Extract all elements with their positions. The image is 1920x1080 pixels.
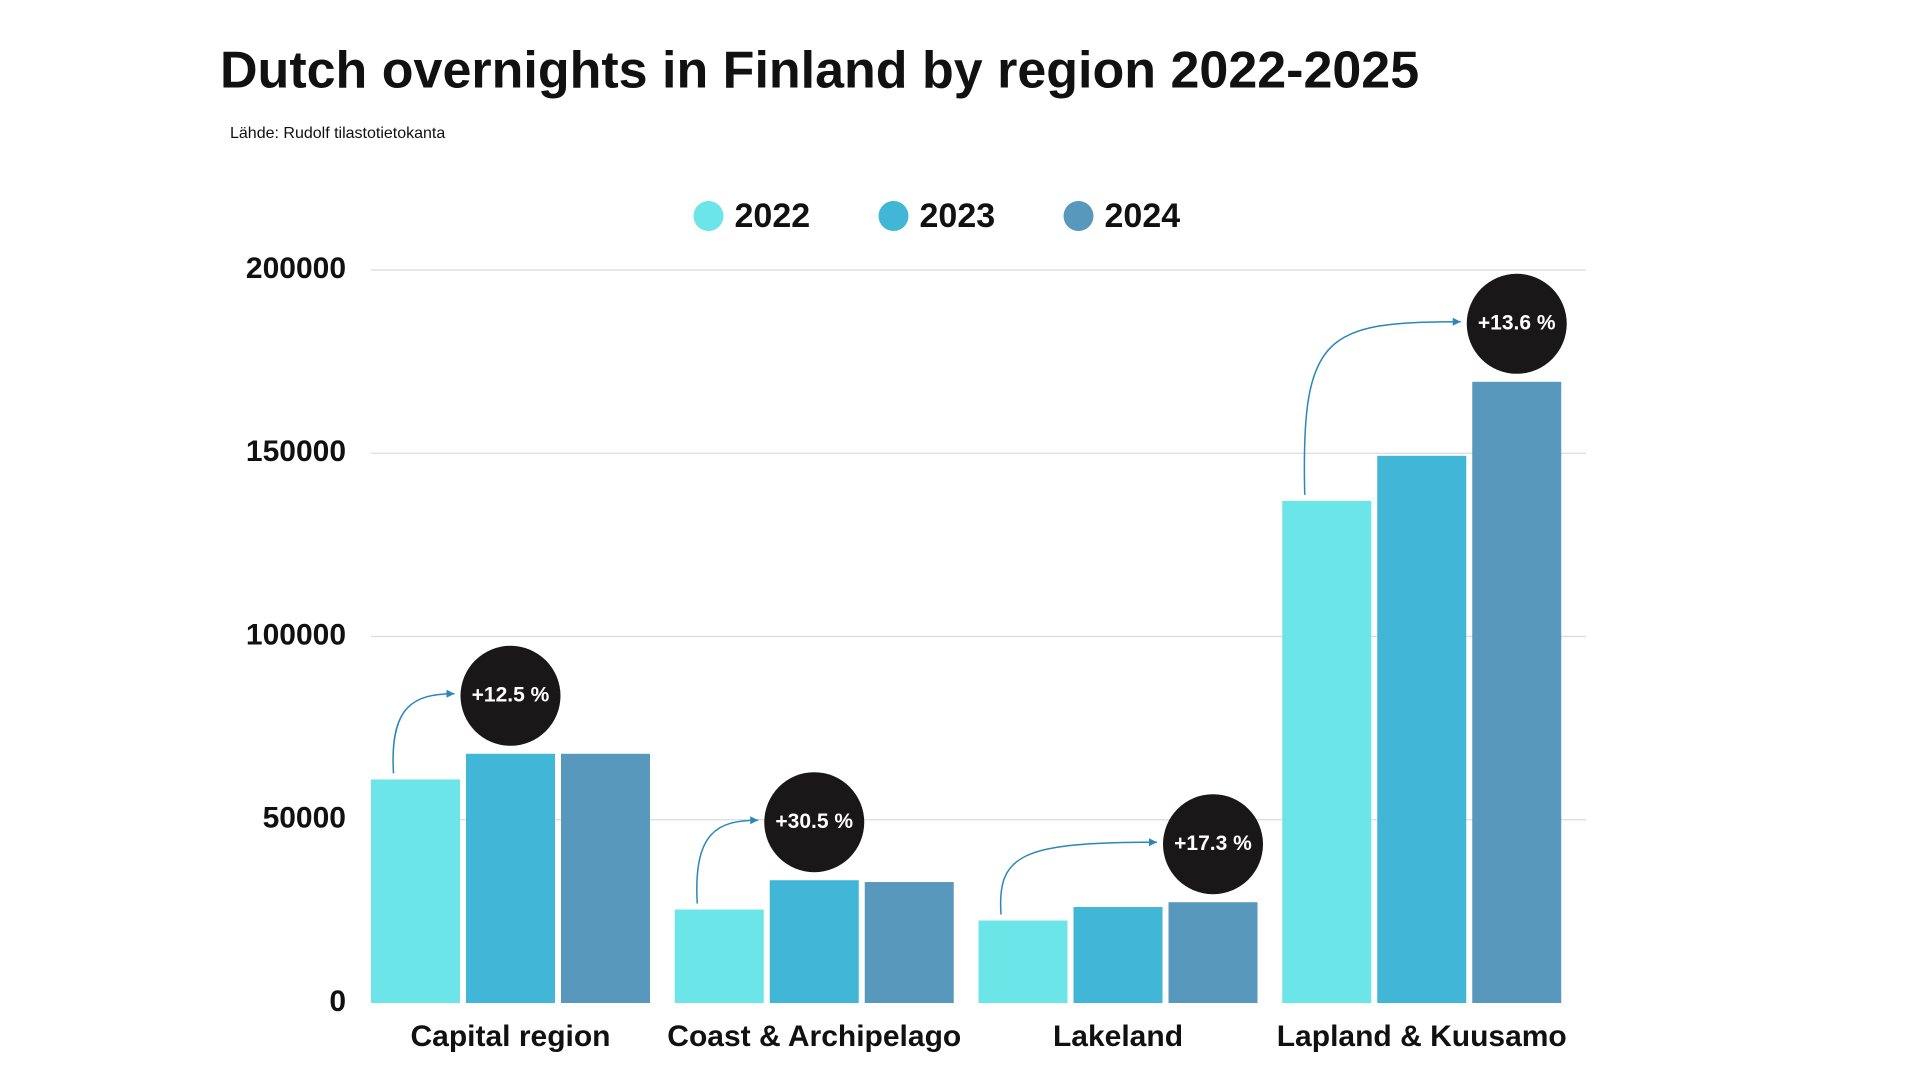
bar [561,753,650,1003]
bar [1377,455,1467,1003]
arrow [392,693,455,774]
annotation-label: +12.5 % [472,683,550,706]
chart-title: Dutch overnights in Finland by region 20… [220,42,1419,100]
annotation-badge [1466,273,1567,374]
chart-subtitle: Lähde: Rudolf tilastotietokanta [230,125,445,142]
legend-label: 2022 [735,197,811,235]
y-tick-label: 150000 [246,435,346,468]
legend-label: 2024 [1105,197,1181,235]
arrow-head [750,816,759,825]
y-tick-label: 100000 [246,618,346,651]
bar [466,753,555,1003]
annotation-badge [764,772,865,873]
arrow-head [446,689,455,698]
bar [864,882,954,1003]
x-tick-label: Capital region [410,1020,610,1053]
bar [769,880,859,1003]
y-tick-label: 0 [329,985,346,1018]
annotation-badge [460,645,561,746]
annotation-label: +17.3 % [1174,832,1252,855]
annotation-badge [1163,794,1263,895]
legend-label: 2023 [920,197,996,235]
arrow [696,819,759,904]
annotation-label: +30.5 % [775,810,853,833]
bar [978,920,1068,1003]
y-tick-label: 50000 [263,802,346,835]
bar [371,779,460,1003]
legend-swatch [878,201,909,231]
bar [1073,906,1163,1003]
arrow-head [1149,838,1157,847]
bar [1282,500,1372,1003]
y-tick-label: 200000 [246,252,346,285]
arrow [1303,321,1461,495]
legend-swatch [1063,201,1094,231]
x-tick-label: Lakeland [1053,1020,1183,1053]
x-tick-label: Coast & Archipelago [667,1020,961,1053]
bar [1168,902,1258,1003]
annotation-label: +13.6 % [1478,311,1556,334]
x-tick-label: Lapland & Kuusamo [1277,1020,1567,1053]
arrow-head [1452,317,1461,326]
bar [1472,381,1562,1004]
bar [674,909,764,1003]
legend-swatch [693,201,724,231]
arrow [999,841,1158,915]
